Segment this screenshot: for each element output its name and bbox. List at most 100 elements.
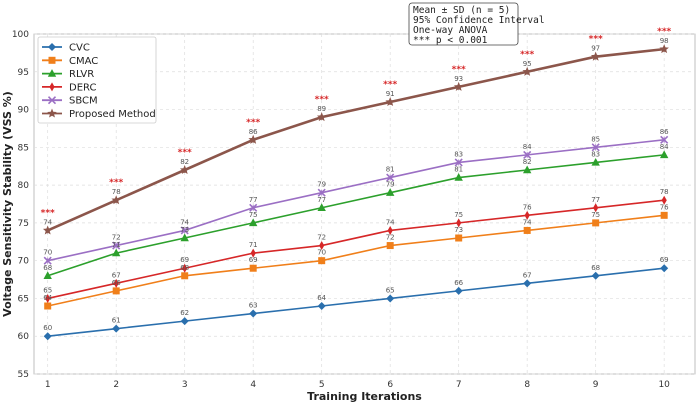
data-point-cvc	[523, 279, 532, 288]
significance-marker: ***	[657, 27, 671, 37]
data-point-sbcm	[386, 173, 395, 182]
data-label-cmac: 66	[112, 279, 121, 287]
legend-label-cvc: CVC	[69, 43, 90, 54]
data-point-sbcm	[43, 256, 52, 265]
data-point-derc	[250, 248, 256, 258]
data-label-derc: 65	[43, 286, 52, 294]
data-point-cmac	[455, 234, 463, 242]
data-point-sbcm-stroke-b	[180, 226, 189, 235]
data-point-cmac	[112, 287, 120, 295]
stats-line-3: One-way ANOVA	[413, 25, 488, 36]
data-point-sbcm-stroke-b	[523, 150, 532, 159]
data-point-proposed-method	[453, 81, 464, 91]
data-point-cvc	[591, 271, 600, 280]
significance-marker: ***	[589, 35, 603, 45]
data-label-proposed-method: 95	[523, 60, 532, 68]
significance-marker: ***	[109, 178, 123, 188]
data-label-proposed-method: 97	[591, 45, 600, 53]
legend-items: CVC CMAC RLVR DERC SBCM Proposed Method	[42, 43, 156, 120]
data-point-sbcm-stroke-b	[454, 158, 463, 167]
y-tick-label: 100	[12, 30, 29, 40]
significance-marker: ***	[383, 80, 397, 90]
significance-marker: ***	[178, 148, 192, 158]
legend-marker-proposed-method	[47, 108, 57, 118]
legend-label-proposed-method: Proposed Method	[69, 109, 156, 120]
data-label-derc: 78	[660, 188, 669, 196]
legend-marker-sbcm-stroke-b	[47, 96, 57, 105]
stats-line-1: Mean ± SD (n = 5)	[413, 5, 510, 16]
data-point-cvc	[112, 324, 121, 333]
data-label-rlvr: 75	[249, 211, 258, 219]
data-label-cvc: 69	[660, 256, 669, 264]
significance-marker: ***	[452, 65, 466, 75]
x-tick-label: 4	[250, 380, 256, 390]
data-label-derc: 67	[112, 271, 121, 279]
data-label-rlvr: 83	[591, 150, 600, 158]
data-label-cvc: 67	[523, 271, 532, 279]
x-tick-label: 5	[319, 380, 325, 390]
series-line-derc	[47, 199, 665, 300]
data-point-derc	[387, 225, 393, 235]
data-label-sbcm: 70	[43, 249, 52, 257]
x-tick-label: 1	[45, 380, 51, 390]
data-point-cmac	[181, 272, 189, 280]
data-label-cvc: 68	[591, 264, 600, 272]
series-line-cvc	[47, 267, 665, 338]
x-tick-label: 6	[387, 380, 393, 390]
stats-annotation: Mean ± SD (n = 5) 95% Confidence Interva…	[408, 2, 545, 46]
data-label-cmac: 70	[317, 249, 326, 257]
y-tick-label: 85	[18, 143, 29, 153]
data-point-cvc	[249, 309, 258, 318]
x-tick-label: 3	[182, 380, 188, 390]
y-tick-label: 60	[18, 332, 30, 342]
data-point-sbcm	[317, 188, 326, 197]
y-tick-label: 90	[18, 106, 30, 116]
data-point-derc	[661, 195, 667, 205]
significance-marker: ***	[520, 50, 534, 60]
data-point-proposed-method	[316, 112, 327, 122]
data-label-cvc: 61	[112, 317, 121, 325]
data-point-sbcm-stroke-b	[249, 203, 258, 212]
data-label-sbcm: 85	[591, 135, 600, 143]
data-label-cmac: 72	[386, 234, 395, 242]
data-point-derc	[113, 278, 119, 288]
data-point-sbcm-stroke-b	[591, 143, 600, 152]
data-label-sbcm: 77	[249, 196, 258, 204]
data-label-rlvr: 73	[180, 226, 189, 234]
data-label-proposed-method: 91	[386, 90, 395, 98]
x-tick-label: 10	[658, 380, 670, 390]
data-label-rlvr: 81	[454, 166, 463, 174]
data-label-sbcm: 84	[523, 143, 532, 151]
data-label-sbcm: 79	[317, 181, 326, 189]
data-point-rlvr	[522, 165, 532, 174]
y-tick-label: 65	[18, 294, 29, 304]
x-axis-ticks: 1 2 3 4 5 6 7 8 9 10	[45, 380, 670, 390]
data-label-derc: 75	[454, 211, 463, 219]
data-labels: 6061626364656667686964666869707273747576…	[43, 37, 669, 332]
data-point-rlvr	[180, 233, 189, 242]
data-label-rlvr: 71	[112, 241, 121, 249]
legend-marker-derc	[49, 82, 55, 92]
data-point-proposed-method	[590, 51, 601, 61]
data-label-cmac: 68	[180, 264, 189, 272]
significance-marker: ***	[41, 208, 55, 218]
data-label-proposed-method: 89	[317, 105, 326, 113]
data-point-cvc	[180, 317, 189, 326]
data-label-cvc: 66	[454, 279, 463, 287]
data-label-cvc: 64	[317, 294, 326, 302]
x-tick-label: 2	[113, 380, 119, 390]
data-point-derc	[524, 210, 530, 220]
data-point-cvc	[386, 294, 395, 303]
data-label-cmac: 69	[249, 256, 258, 264]
data-label-sbcm: 83	[454, 150, 463, 158]
data-label-rlvr: 77	[317, 196, 326, 204]
data-point-proposed-method	[42, 225, 53, 235]
data-point-derc	[319, 241, 325, 251]
data-label-cmac: 73	[454, 226, 463, 234]
data-label-proposed-method: 86	[249, 128, 258, 136]
data-point-rlvr	[317, 203, 326, 211]
data-point-derc	[593, 203, 599, 213]
x-tick-label: 7	[456, 380, 462, 390]
data-point-cmac	[318, 257, 326, 265]
data-point-rlvr	[385, 188, 395, 196]
